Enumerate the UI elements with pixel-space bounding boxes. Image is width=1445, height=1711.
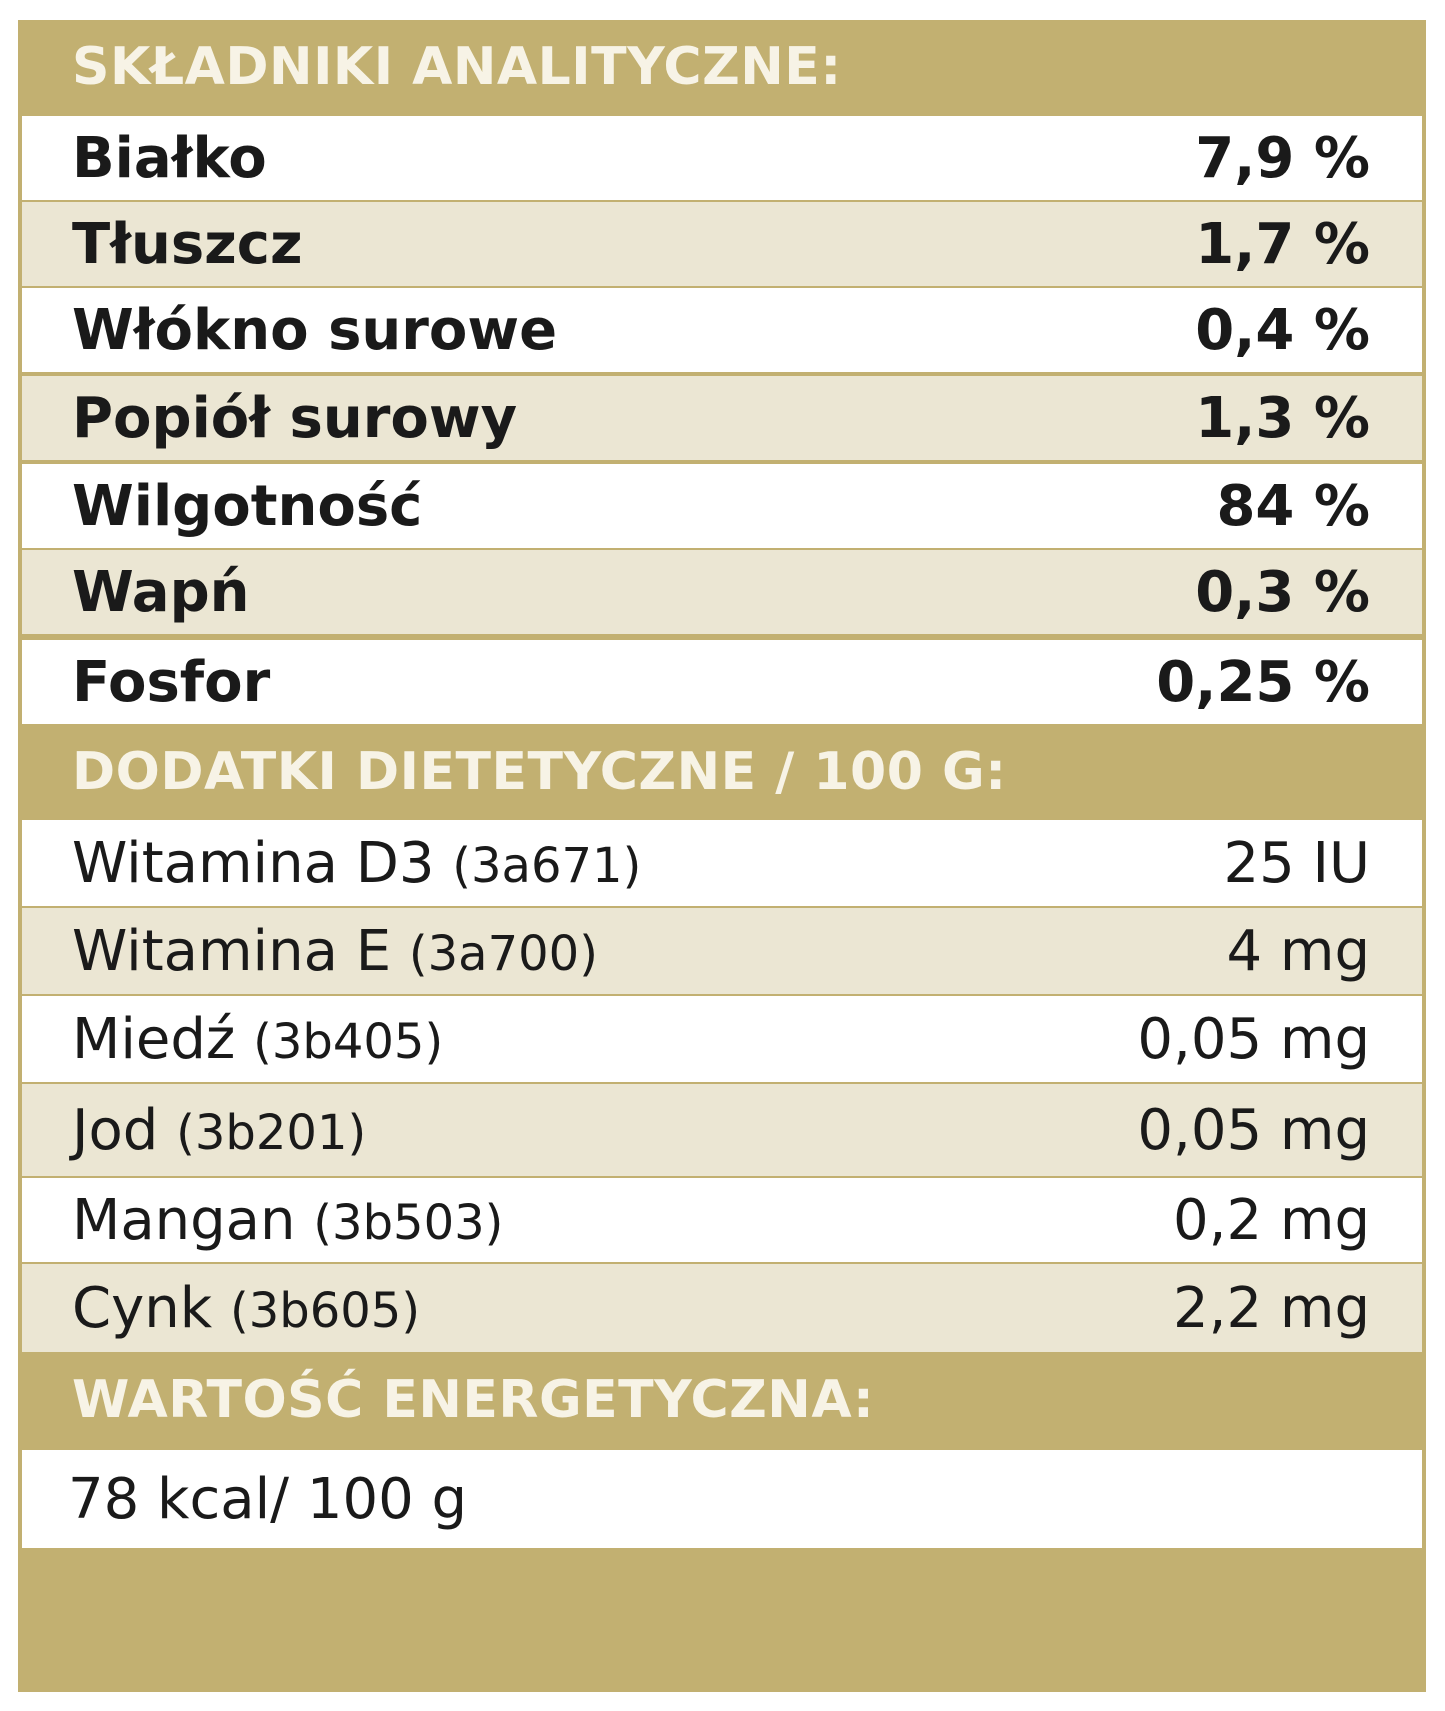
table-row: Fosfor 0,25 % [22, 640, 1422, 724]
row-value: 0,25 % [1156, 649, 1370, 715]
row-code: (3a700) [408, 925, 598, 982]
row-label: Białko [72, 125, 267, 191]
row-label: Miedź [72, 1006, 236, 1072]
section-header-analytical: SKŁADNIKI ANALITYCZNE: [72, 37, 842, 97]
section-header-energy: WARTOŚĆ ENERGETYCZNA: [72, 1370, 875, 1430]
row-code: (3b201) [176, 1104, 367, 1161]
row-value: 2,2 mg [1173, 1275, 1370, 1341]
row-code: (3b605) [229, 1282, 421, 1339]
row-code: (3b503) [313, 1194, 504, 1251]
row-value: 25 IU [1223, 830, 1370, 896]
table-row: Jod (3b201) 0,05 mg [22, 1084, 1422, 1176]
table-row: Białko 7,9 % [22, 116, 1422, 200]
row-value: 0,2 mg [1173, 1187, 1370, 1253]
row-value: 0,3 % [1195, 559, 1370, 625]
row-value: 0,05 mg [1137, 1097, 1370, 1163]
row-label-group: Witamina E (3a700) [72, 919, 598, 984]
table-row: Popiół surowy 1,3 % [22, 376, 1422, 460]
row-label: Fosfor [72, 649, 271, 715]
row-label: Tłuszcz [72, 211, 303, 277]
table-row: Mangan (3b503) 0,2 mg [22, 1178, 1422, 1262]
row-value: 1,3 % [1195, 385, 1370, 451]
table-row: Witamina D3 (3a671) 25 IU [22, 820, 1422, 906]
table-row: Włókno surowe 0,4 % [22, 288, 1422, 372]
row-code: (3a671) [452, 837, 642, 894]
row-value: 7,9 % [1195, 125, 1370, 191]
table-row: Tłuszcz 1,7 % [22, 202, 1422, 286]
row-label: Włókno surowe [72, 297, 558, 363]
section-header-dietary: DODATKI DIETETYCZNE / 100 G: [72, 742, 1007, 802]
row-label: Witamina E [72, 918, 392, 984]
row-value: 84 % [1216, 473, 1370, 539]
row-label: Popiół surowy [72, 385, 518, 451]
row-label: Mangan [72, 1187, 296, 1253]
row-label-group: Witamina D3 (3a671) [72, 831, 641, 896]
row-label-group: Cynk (3b605) [72, 1276, 420, 1341]
row-label-group: Mangan (3b503) [72, 1188, 503, 1253]
energy-value: 78 kcal/ 100 g [22, 1450, 1422, 1548]
table-row: Wilgotność 84 % [22, 464, 1422, 548]
row-value: 0,05 mg [1137, 1006, 1370, 1072]
table-row: Wapń 0,3 % [22, 550, 1422, 634]
row-label-group: Jod (3b201) [72, 1098, 366, 1163]
nutrition-table: SKŁADNIKI ANALITYCZNE: Białko 7,9 % Tłus… [18, 20, 1426, 1692]
table-row: Witamina E (3a700) 4 mg [22, 908, 1422, 994]
row-label-group: Miedź (3b405) [72, 1007, 443, 1072]
table-row: Miedź (3b405) 0,05 mg [22, 996, 1422, 1082]
row-code: (3b405) [253, 1013, 444, 1070]
row-value: 4 mg [1226, 918, 1370, 984]
row-label: Witamina D3 [72, 830, 435, 896]
row-label: Wilgotność [72, 473, 423, 539]
row-value: 1,7 % [1195, 211, 1370, 277]
row-label: Cynk [72, 1275, 213, 1341]
row-value: 0,4 % [1195, 297, 1370, 363]
row-label: Jod [72, 1097, 159, 1163]
table-row: Cynk (3b605) 2,2 mg [22, 1264, 1422, 1352]
row-label: Wapń [72, 559, 250, 625]
